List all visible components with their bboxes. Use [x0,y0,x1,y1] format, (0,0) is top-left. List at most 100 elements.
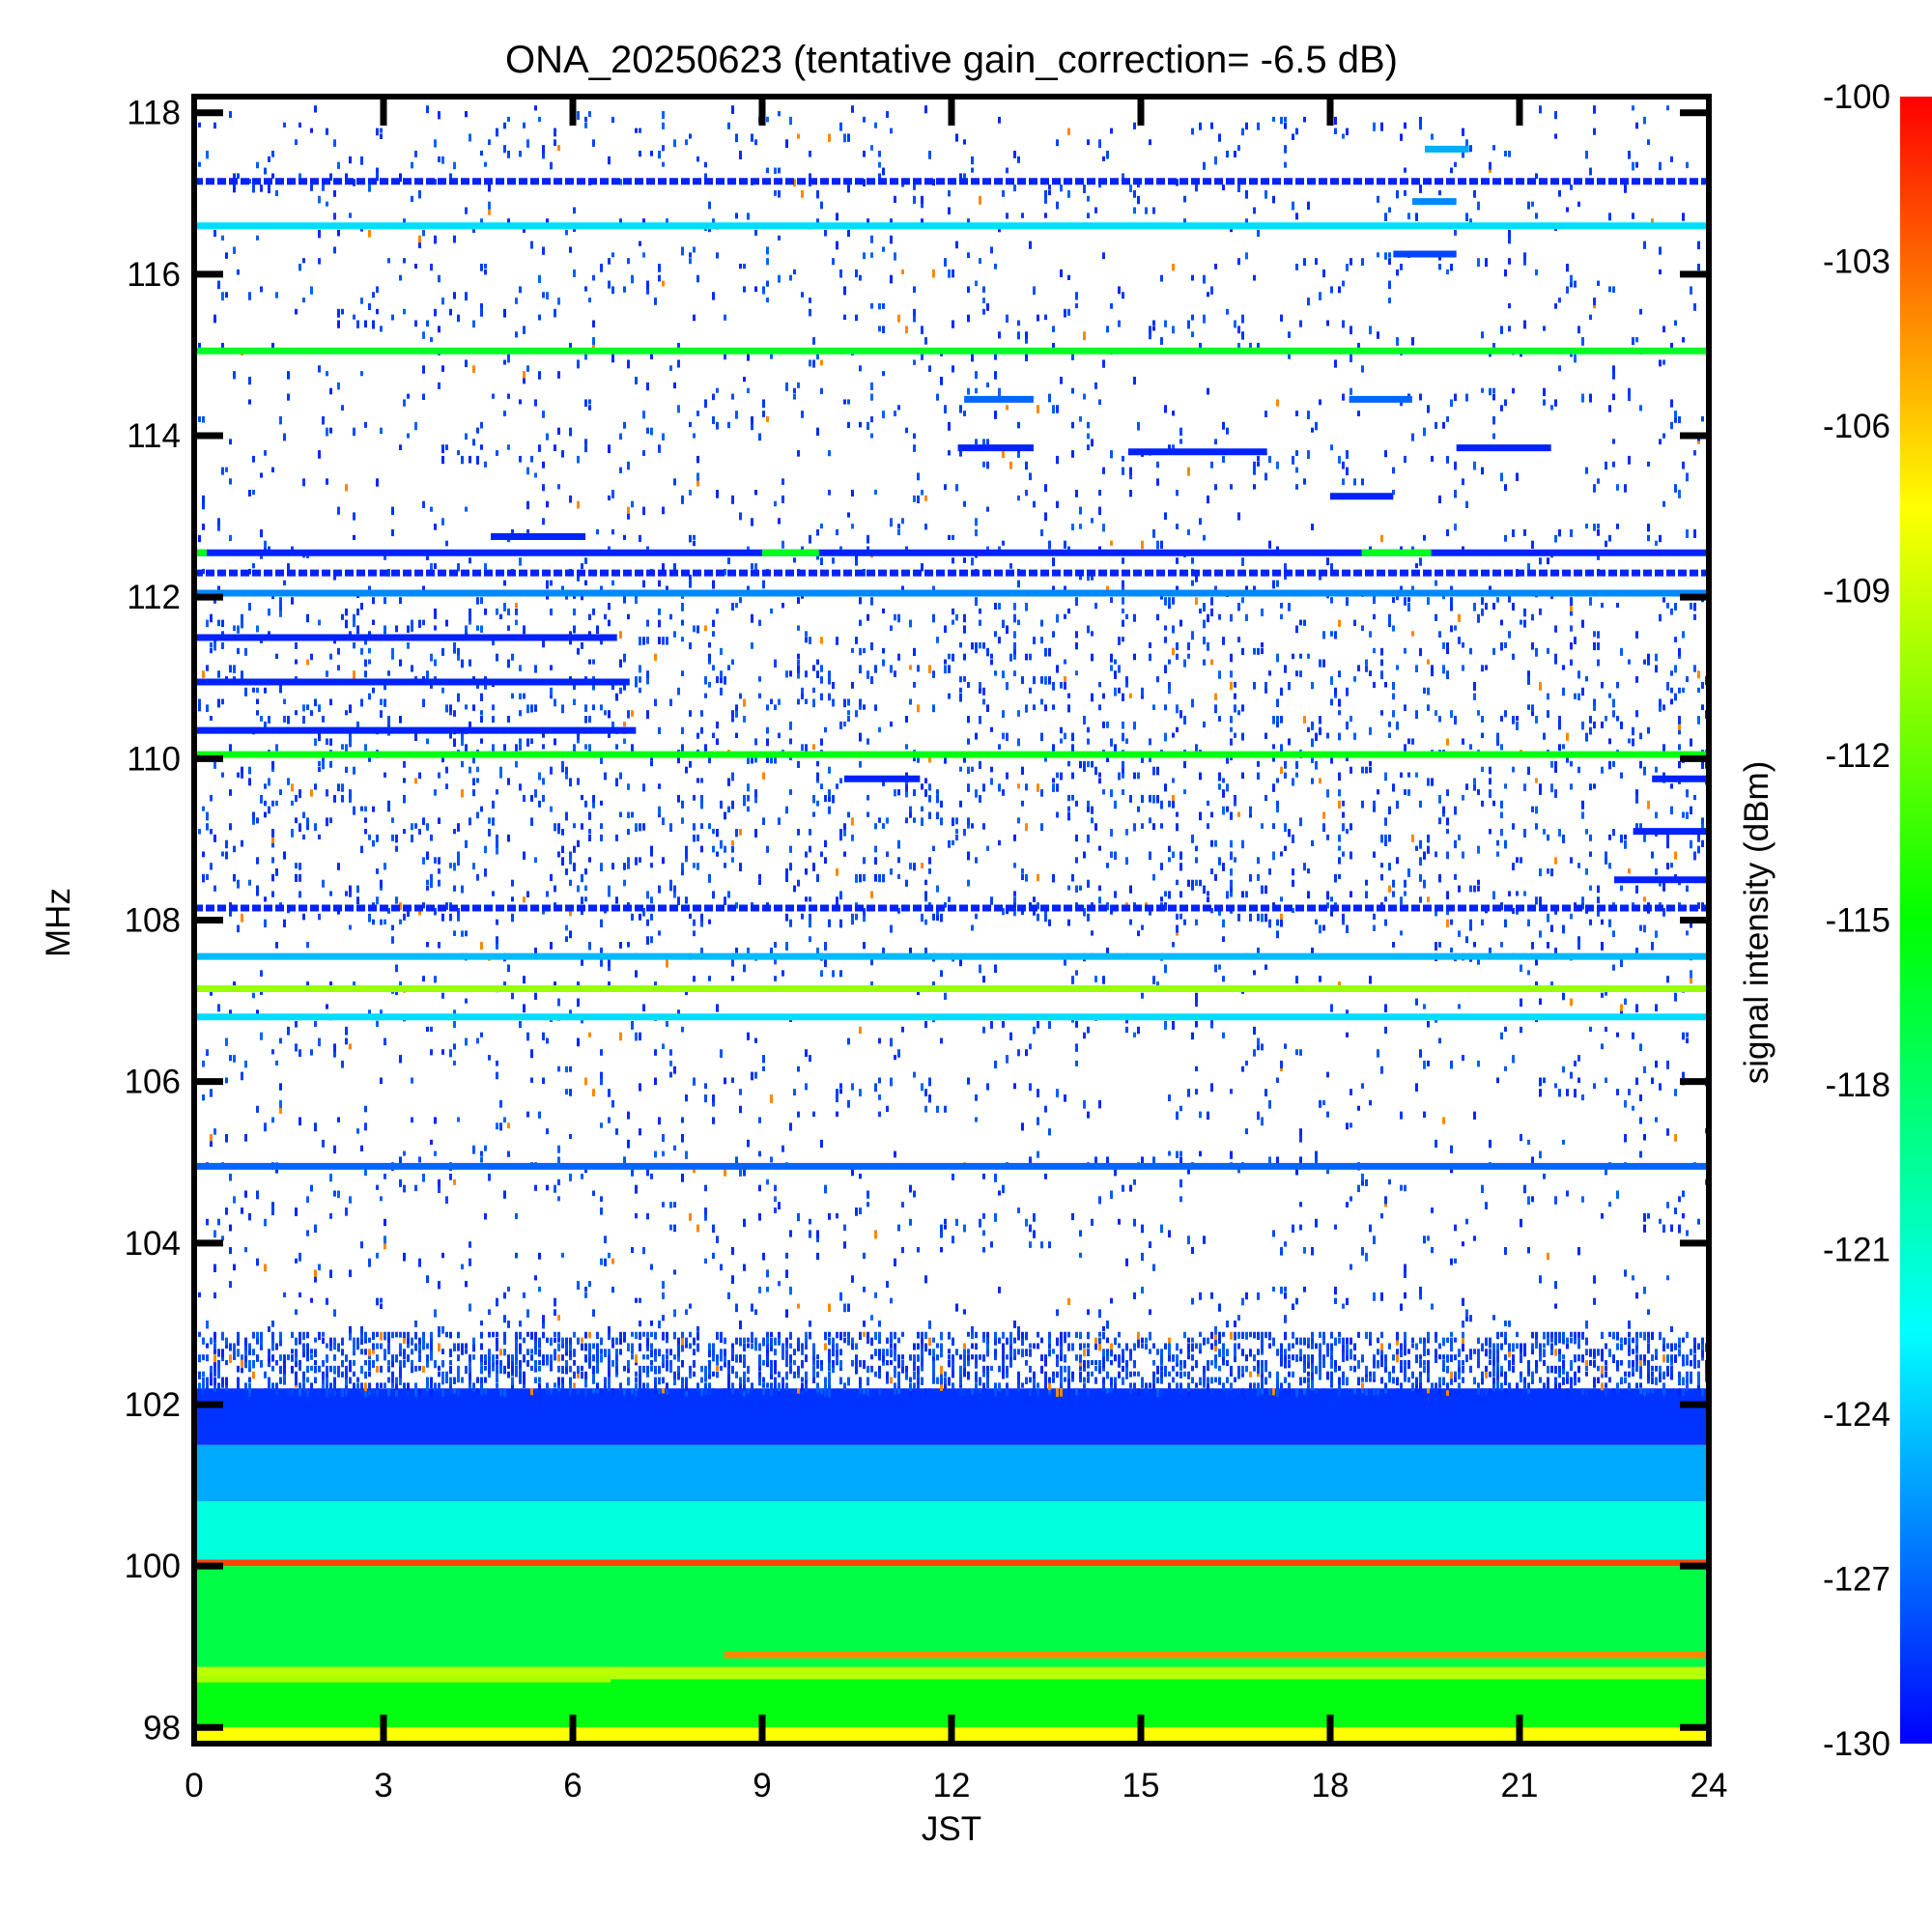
noise-dot [774,958,777,965]
noise-dot [1639,823,1642,831]
noise-dot [982,1246,985,1253]
noise-dot [604,1377,607,1385]
noise-dot [1013,670,1016,677]
noise-dot [244,1190,247,1198]
noise-dot [774,1349,777,1356]
noise-dot [492,800,495,810]
noise-dot [1496,1077,1499,1084]
noise-dot [1075,800,1078,807]
noise-dot [874,873,877,882]
noise-dot [727,806,730,813]
noise-dot [882,1349,885,1355]
noise-dot [1446,829,1449,835]
noise-dot [403,1151,406,1156]
noise-dot [480,1354,483,1362]
noise-dot [959,1377,962,1385]
noise-dot [511,879,514,887]
noise-dot [1284,1388,1287,1394]
noise-dot [878,1354,881,1361]
noise-dot [1133,1382,1136,1391]
noise-dot [959,676,962,683]
noise-dot [368,1258,371,1267]
noise-dot [384,1331,386,1341]
noise-dot [867,1337,869,1345]
noise-dot [1350,851,1352,860]
noise-dot [588,942,591,951]
noise-dot [809,913,811,922]
noise-dot [863,1252,866,1260]
noise-dot [619,1032,622,1041]
noise-dot [1357,665,1360,671]
noise-dot [1647,1212,1650,1219]
noise-dot [1527,1388,1530,1394]
noise-dot [1253,681,1256,690]
noise-dot [237,1377,240,1385]
noise-dot [380,1343,383,1350]
noise-dot [727,665,730,670]
noise-dot [1195,1382,1198,1388]
noise-dot [1620,885,1623,892]
noise-dot [986,1083,989,1091]
noise-dot [882,659,885,667]
noise-dot [1048,1020,1051,1029]
noise-dot [1574,1060,1577,1066]
noise-dot [812,1111,815,1118]
noise-dot [982,687,985,696]
noise-dot [1176,1151,1179,1159]
noise-dot [538,1111,541,1119]
noise-dot [867,738,869,745]
noise-dot [198,1371,201,1379]
noise-dot [843,1331,846,1337]
noise-dot [766,1343,769,1350]
noise-dot [812,1349,815,1357]
noise-dot [1674,1208,1677,1215]
noise-dot [376,1365,379,1373]
noise-dot [608,732,611,738]
noise-dot [298,873,301,882]
noise-dot [855,913,858,921]
noise-dot [1118,637,1121,645]
noise-dot [1577,693,1580,701]
noise-dot [828,1365,831,1372]
noise-dot [275,1388,278,1395]
noise-dot [515,1252,518,1259]
noise-dot [1141,924,1144,930]
noise-dot [1670,670,1673,676]
noise-dot [453,1020,456,1029]
noise-dot [959,1382,962,1388]
noise-dot [743,1388,746,1397]
noise-dot [870,1365,873,1373]
noise-dot [1272,1388,1275,1396]
noise-dot [411,834,413,843]
noise-dot [279,1037,282,1044]
noise-dot [1276,716,1279,722]
noise-dot [1512,1365,1515,1373]
noise-dot [364,1331,367,1340]
noise-dot [1489,1139,1492,1149]
noise-dot [909,1388,912,1398]
noise-dot [554,1297,556,1307]
noise-dot [735,1371,738,1378]
noise-dot [1438,1354,1441,1360]
noise-dot [275,942,278,949]
noise-dot [1067,811,1070,821]
noise-dot [345,1382,348,1389]
noise-dot [1450,1371,1453,1379]
noise-dot [457,907,460,917]
noise-dot [1639,1094,1642,1101]
noise-dot [426,885,429,891]
noise-dot [1643,1133,1646,1141]
noise-dot [1427,1349,1430,1355]
noise-dot [561,1354,564,1361]
noise-dot [600,947,603,953]
noise-dot [712,1094,715,1102]
noise-dot [1075,631,1078,639]
noise-dot [1454,716,1457,725]
noise-dot [384,698,386,707]
noise-dot [1276,1388,1279,1398]
noise-dot [1450,919,1453,925]
noise-dot [577,1365,580,1374]
noise-dot [1137,1343,1140,1349]
noise-dot [747,1377,750,1382]
noise-dot [1481,1388,1484,1396]
